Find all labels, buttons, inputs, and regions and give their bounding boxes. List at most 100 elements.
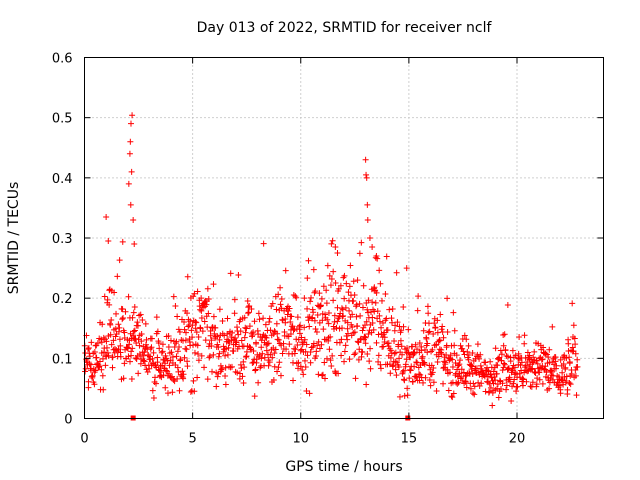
data-point (287, 318, 294, 325)
y-axis-label: SRMTID / TECUs (6, 182, 22, 295)
data-point (173, 353, 180, 360)
data-point (130, 309, 137, 316)
data-point (163, 355, 170, 362)
data-point (440, 380, 447, 387)
data-point (309, 314, 316, 321)
data-point (321, 359, 328, 366)
data-point (508, 397, 515, 404)
data-point (308, 294, 315, 301)
data-point (516, 333, 523, 340)
data-point (376, 312, 383, 319)
data-point (231, 296, 238, 303)
data-point (493, 370, 500, 377)
data-point (407, 354, 414, 361)
data-point (255, 310, 262, 317)
data-point (82, 368, 89, 375)
data-point (572, 372, 579, 379)
data-point (303, 388, 310, 395)
data-point (426, 328, 433, 335)
data-point (124, 344, 131, 351)
data-point (154, 328, 161, 335)
data-point (110, 337, 117, 344)
data-point (138, 338, 145, 345)
data-point (105, 238, 112, 245)
data-point (359, 349, 366, 356)
data-point (557, 390, 564, 397)
data-point (175, 326, 182, 333)
data-point (455, 362, 462, 369)
data-point (295, 359, 302, 366)
data-point (470, 380, 477, 387)
data-point (365, 331, 372, 338)
data-point (125, 180, 132, 187)
data-point (232, 334, 239, 341)
data-point (476, 383, 483, 390)
data-point (407, 367, 414, 374)
data-point (301, 336, 308, 343)
data-point (430, 365, 437, 372)
data-point (133, 340, 140, 347)
data-point (473, 365, 480, 372)
data-point (487, 358, 494, 365)
data-point (323, 355, 330, 362)
x-axis-label: GPS time / hours (285, 459, 402, 475)
data-point (245, 310, 252, 317)
data-point (450, 309, 457, 316)
data-point (323, 300, 330, 307)
data-point (383, 315, 390, 322)
data-point (395, 341, 402, 348)
data-point (559, 369, 566, 376)
data-point (457, 342, 464, 349)
data-point (156, 373, 163, 380)
data-point (404, 350, 411, 357)
data-point (372, 299, 379, 306)
data-point (319, 371, 326, 378)
data-point (337, 282, 344, 289)
data-point (127, 120, 134, 127)
data-point (358, 353, 365, 360)
data-point (430, 379, 437, 386)
data-point (411, 363, 418, 370)
data-point (357, 312, 364, 319)
data-point (89, 372, 96, 379)
data-point (499, 367, 506, 374)
data-point (174, 348, 181, 355)
data-point (500, 332, 507, 339)
data-point (436, 346, 443, 353)
data-point (246, 323, 253, 330)
data-point (425, 329, 432, 336)
data-point (434, 359, 441, 366)
data-point (313, 348, 320, 355)
data-point (300, 371, 307, 378)
data-point (172, 303, 179, 310)
data-point (328, 362, 335, 369)
data-point (222, 372, 229, 379)
data-point (463, 384, 470, 391)
data-point (119, 238, 126, 245)
data-point (346, 356, 353, 363)
data-point (361, 334, 368, 341)
data-point (224, 351, 231, 358)
data-point (214, 333, 221, 340)
data-point (395, 364, 402, 371)
data-point (153, 314, 160, 321)
data-point (166, 362, 173, 369)
data-point (240, 358, 247, 365)
data-point (96, 363, 103, 370)
data-point (332, 369, 339, 376)
data-point (563, 373, 570, 380)
data-point (569, 344, 576, 351)
data-point (419, 353, 426, 360)
data-point (120, 314, 127, 321)
data-point (99, 372, 106, 379)
data-point (574, 363, 581, 370)
data-point (545, 354, 552, 361)
data-point (176, 387, 183, 394)
data-point (499, 380, 506, 387)
data-point (128, 375, 135, 382)
data-point (456, 370, 463, 377)
data-point (442, 361, 449, 368)
data-point (496, 354, 503, 361)
data-point (291, 350, 298, 357)
data-point (415, 293, 422, 300)
